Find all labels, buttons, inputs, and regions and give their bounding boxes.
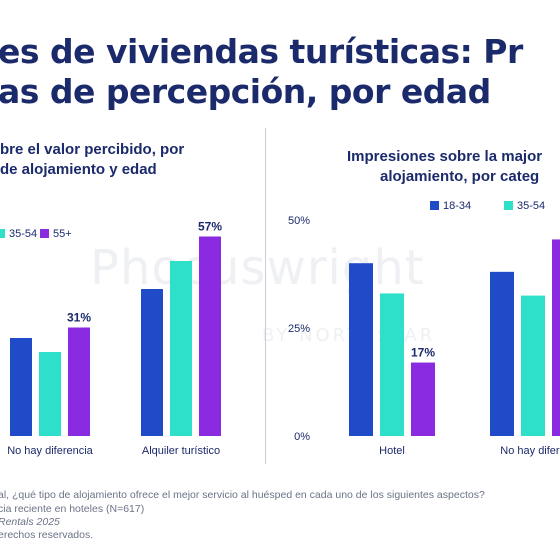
right-chart-subtitle-1: Impresiones sobre la major bbox=[347, 148, 543, 165]
legend-label-18-34: 18-34 bbox=[443, 200, 471, 212]
x-category-label: No hay difere bbox=[500, 445, 560, 457]
x-category-label: No hay diferencia bbox=[7, 445, 93, 457]
bar-55--hotel bbox=[411, 362, 435, 436]
left-chart-subtitle-2: de alojamiento y edad bbox=[0, 161, 157, 178]
data-label: 17% bbox=[411, 346, 435, 360]
bar-35-54-alquiler-tur-stico bbox=[170, 261, 192, 436]
bar-35-54-hotel bbox=[380, 293, 404, 436]
y-tick-label: 0% bbox=[294, 431, 310, 443]
y-tick-label: 50% bbox=[288, 215, 310, 227]
x-category-label: Hotel bbox=[379, 445, 405, 457]
legend-swatch-35-54 bbox=[0, 229, 5, 238]
data-label: 31% bbox=[67, 311, 91, 325]
y-tick-label: 25% bbox=[288, 323, 310, 335]
left-chart-subtitle-1: bre el valor percibido, por bbox=[0, 141, 185, 158]
left-bar-chart: 35-54 55+ 31% No hay diferencia 57% Alquiler … bbox=[0, 220, 222, 457]
chart-divider bbox=[265, 128, 266, 464]
x-category-label: Alquiler turístico bbox=[142, 445, 220, 457]
bar-18-34-no-hay-difere bbox=[490, 271, 514, 436]
legend-label-55-: 55+ bbox=[53, 228, 72, 240]
footnote-4: erechos reservados. bbox=[0, 529, 94, 541]
legend-label-35-54: 35-54 bbox=[9, 228, 37, 240]
bar-35-54-no-hay-difere bbox=[521, 295, 545, 436]
page-title: es de viviendas turísticas: Pr as de per… bbox=[0, 32, 560, 112]
legend-swatch-18-34 bbox=[430, 201, 439, 210]
footnote-2: cia reciente en hoteles (N=617) bbox=[0, 503, 145, 515]
footnote-3: Rentals 2025 bbox=[0, 516, 60, 528]
footnote-1: al, ¿qué tipo de alojamiento ofrece el m… bbox=[0, 489, 485, 501]
bar-18-34-no-hay-diferencia bbox=[10, 338, 32, 436]
title-line-1: es de viviendas turísticas: Pr bbox=[0, 32, 523, 71]
bar-55--no-hay-difere bbox=[552, 239, 560, 436]
bar-18-34-hotel bbox=[349, 263, 373, 436]
data-label: 57% bbox=[198, 220, 222, 234]
bar-35-54-no-hay-diferencia bbox=[39, 352, 61, 436]
bar-55--alquiler-tur-stico bbox=[199, 236, 221, 436]
legend-label-35-54: 35-54 bbox=[517, 200, 545, 212]
bar-18-34-alquiler-tur-stico bbox=[141, 289, 163, 436]
legend-swatch-35-54 bbox=[504, 201, 513, 210]
title-line-2: as de percepción, por edad bbox=[0, 72, 491, 111]
right-chart-subtitle-2: alojamiento, por categ bbox=[380, 168, 540, 185]
bar-55--no-hay-diferencia bbox=[68, 327, 90, 436]
legend-swatch-55- bbox=[40, 229, 49, 238]
